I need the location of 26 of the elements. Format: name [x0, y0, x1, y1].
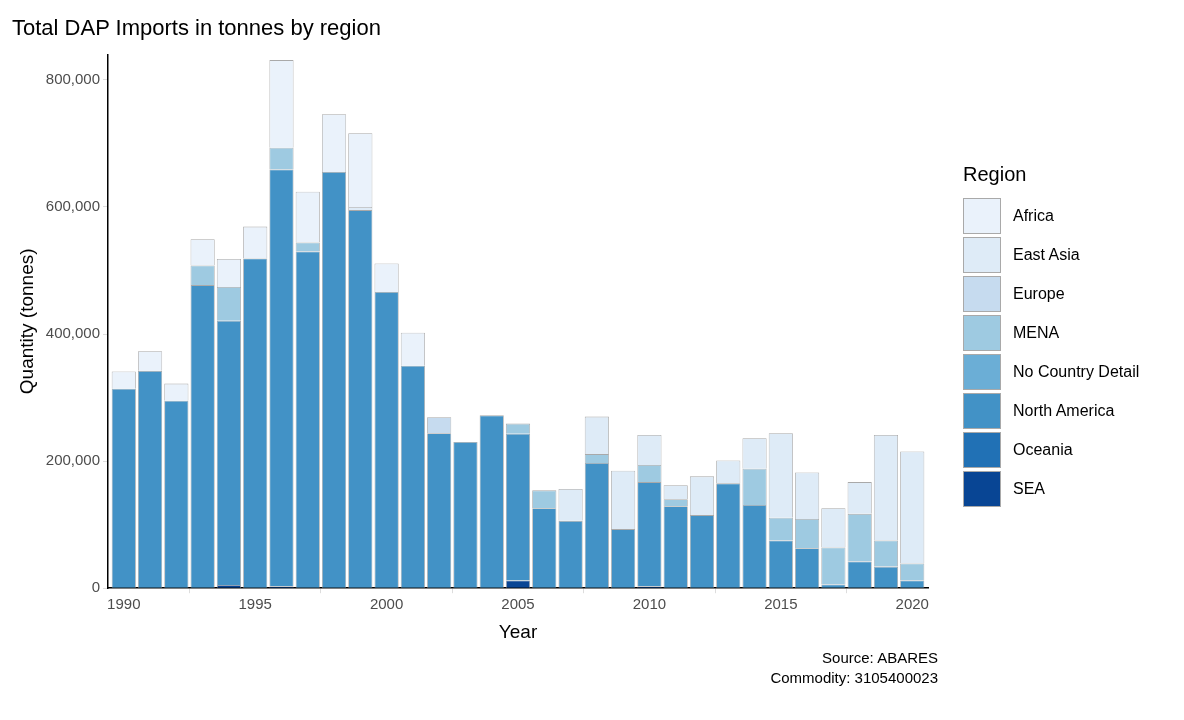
x-axis-title: Year	[498, 620, 538, 642]
y-tick-label: 200,000	[45, 451, 101, 469]
x-tick-label: 2015	[764, 595, 798, 613]
text: Commodity: 3105400023	[769, 668, 938, 688]
source-note: Source: ABARES	[821, 648, 938, 668]
y-axis-title: Quantity (tonnes)	[15, 248, 37, 395]
legend-label: MENA	[1013, 323, 1060, 342]
legend-label: Oceania	[1013, 440, 1073, 459]
x-tick-label: 2005	[501, 595, 535, 613]
y-tick-label: 400,000	[45, 324, 101, 342]
legend-label: Africa	[1013, 206, 1054, 225]
legend-label: East Asia	[1013, 245, 1080, 264]
x-tick-label: 2000	[369, 595, 404, 613]
y-tick-label: 0	[91, 578, 101, 596]
x-tick-label: 1995	[238, 595, 272, 613]
y-tick-label: 800,000	[45, 69, 101, 87]
legend-label: Europe	[1013, 284, 1065, 303]
x-tick-label: 2010	[632, 595, 667, 613]
legend-title: Region	[963, 163, 1028, 186]
x-tick-label: 1990	[107, 595, 141, 613]
y-tick-label: 600,000	[45, 197, 101, 215]
legend-label: SEA	[1013, 479, 1046, 498]
legend-label: No Country Detail	[1013, 362, 1140, 381]
legend-label: North America	[1013, 401, 1115, 420]
chart-title: Total DAP Imports in tonnes by region	[12, 15, 381, 41]
x-tick-label: 2020	[895, 595, 929, 613]
